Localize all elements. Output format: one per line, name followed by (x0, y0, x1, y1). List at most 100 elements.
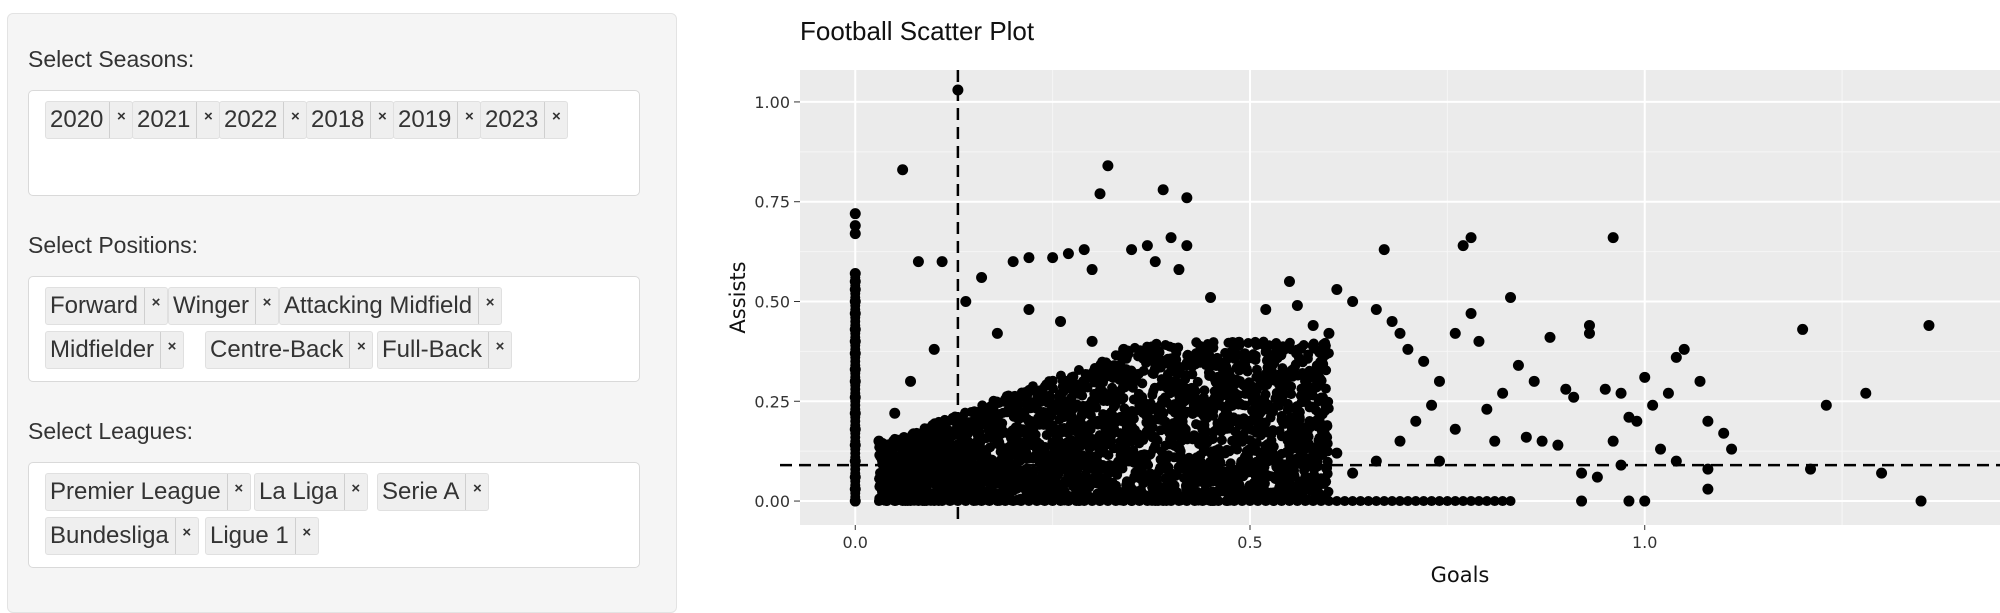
tag-label: 2018 (311, 106, 365, 133)
data-point (1047, 375, 1058, 386)
remove-tag-icon[interactable]: × (144, 288, 167, 324)
data-point (904, 435, 915, 446)
data-point (1181, 454, 1192, 465)
data-point (1135, 488, 1146, 499)
multi-select-input[interactable]: 2020 × 2021 × 2022 × 2018 × 2019 × 2023 × (28, 90, 640, 196)
remove-tag-icon[interactable]: × (196, 102, 219, 138)
data-point (1084, 399, 1095, 410)
remove-tag-icon[interactable]: × (226, 474, 250, 510)
data-point (881, 496, 892, 507)
data-point (897, 164, 909, 176)
data-point (1260, 303, 1272, 315)
data-point (1418, 355, 1430, 367)
data-point (873, 435, 885, 447)
data-point (1079, 496, 1090, 507)
data-point (1266, 435, 1277, 446)
data-point (1623, 495, 1635, 507)
data-point (1560, 383, 1572, 395)
data-point (1106, 435, 1117, 446)
filter-label: Select Seasons: (28, 46, 195, 72)
data-point (880, 475, 891, 486)
data-point (1180, 424, 1191, 435)
remove-tag-icon[interactable]: × (255, 288, 278, 324)
data-point (1268, 496, 1279, 507)
remove-tag-icon[interactable]: × (370, 102, 393, 138)
selected-tag: Full-Back × (377, 331, 513, 369)
data-point (1207, 446, 1218, 457)
data-point (1473, 496, 1484, 507)
remove-tag-icon[interactable]: × (160, 332, 183, 368)
data-point (1071, 496, 1082, 507)
data-point (889, 496, 900, 507)
data-point (1109, 398, 1120, 409)
data-point (1306, 401, 1317, 412)
data-point (1249, 384, 1260, 395)
multi-select-input[interactable]: Premier League × La Liga × Serie A × Bundeslig… (28, 462, 640, 568)
data-point (1064, 395, 1075, 406)
data-point (1271, 338, 1282, 349)
data-point (875, 467, 886, 478)
data-point (1247, 437, 1258, 448)
x-axis-title: Goals (1431, 563, 1490, 587)
remove-tag-icon[interactable]: × (174, 518, 198, 554)
data-point (890, 438, 901, 449)
data-point (1055, 496, 1066, 507)
data-point (1607, 435, 1619, 447)
data-point (913, 496, 924, 507)
data-point (1323, 327, 1335, 339)
data-point (1074, 438, 1085, 449)
data-point (1678, 343, 1690, 355)
data-point (1316, 473, 1327, 484)
data-point (944, 441, 955, 452)
data-point (1410, 415, 1422, 427)
data-point (1615, 387, 1627, 399)
data-point (929, 478, 940, 489)
data-point (1089, 363, 1100, 374)
data-point (1154, 347, 1165, 358)
data-point (907, 481, 918, 492)
remove-tag-icon[interactable]: × (478, 288, 501, 324)
data-point (1286, 485, 1297, 496)
data-point (1331, 496, 1342, 507)
multi-select-input[interactable]: Forward × Winger × Attacking Midfield × Midfie… (28, 276, 640, 382)
data-point (886, 467, 897, 478)
x-tick-label: 1.0 (1632, 533, 1657, 552)
data-point (849, 268, 861, 280)
data-point (1591, 471, 1603, 483)
data-point (1217, 363, 1228, 374)
data-point (1023, 303, 1035, 315)
data-point (1224, 423, 1235, 434)
tag-label: 2021 (137, 106, 191, 133)
data-point (1237, 496, 1248, 507)
data-point (849, 347, 861, 359)
data-point (1041, 430, 1052, 441)
data-point (1085, 419, 1096, 430)
data-point (1296, 343, 1307, 354)
data-point (1262, 379, 1273, 390)
data-point (1286, 389, 1297, 400)
remove-tag-icon[interactable]: × (283, 102, 306, 138)
data-point (1292, 496, 1303, 507)
data-point (1308, 338, 1319, 349)
remove-tag-icon[interactable]: × (343, 474, 367, 510)
data-point (1177, 395, 1188, 406)
remove-tag-icon[interactable]: × (457, 102, 480, 138)
data-point (1505, 292, 1517, 303)
data-point (894, 452, 905, 463)
data-point (1449, 423, 1461, 435)
data-point (1639, 495, 1651, 507)
data-point (1005, 448, 1016, 459)
data-point (1056, 479, 1067, 490)
data-point (1036, 469, 1047, 480)
data-point (1058, 444, 1069, 455)
data-point (1915, 495, 1927, 507)
data-point (1039, 496, 1050, 507)
remove-tag-icon[interactable]: × (109, 102, 132, 138)
remove-tag-icon[interactable]: × (349, 332, 372, 368)
remove-tag-icon[interactable]: × (465, 474, 488, 510)
remove-tag-icon[interactable]: × (488, 332, 511, 368)
data-point (988, 395, 999, 406)
data-point (1395, 496, 1405, 507)
remove-tag-icon[interactable]: × (294, 518, 318, 554)
remove-tag-icon[interactable]: × (544, 102, 567, 138)
